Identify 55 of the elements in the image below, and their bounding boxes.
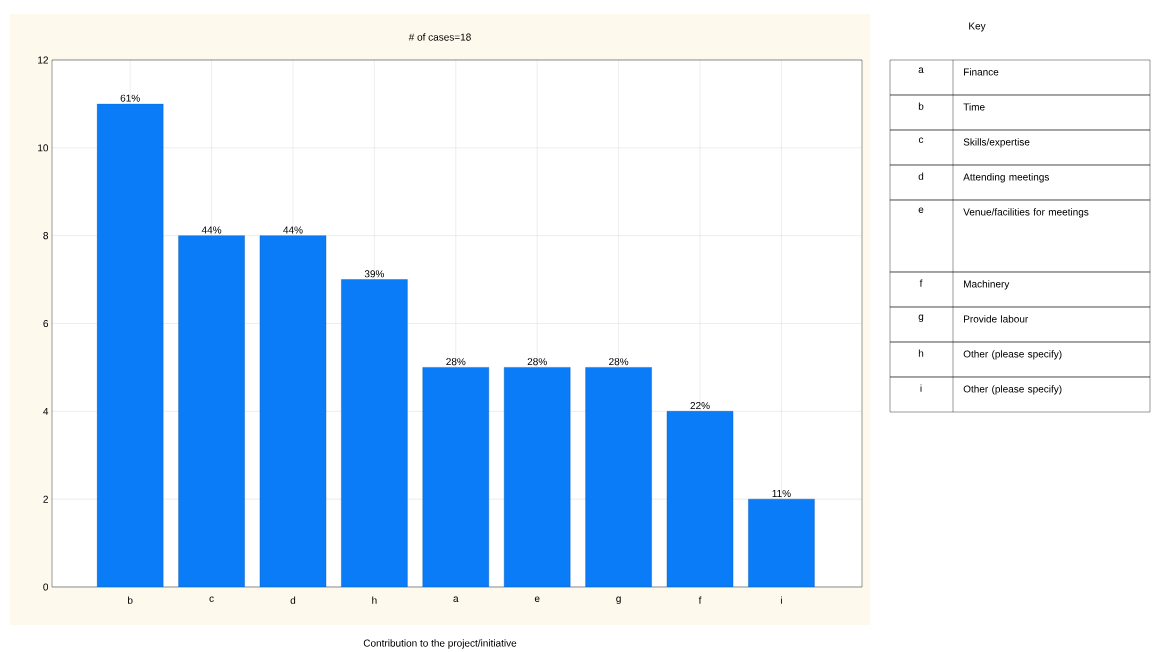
x-tick-label: c xyxy=(209,596,214,602)
y-tick-label: 8 xyxy=(43,232,49,240)
bar xyxy=(341,279,408,587)
y-tick-label: 10 xyxy=(38,144,49,152)
annotation: 22% xyxy=(690,402,710,410)
x-tick-label: b xyxy=(128,596,133,604)
x-tick-label: i xyxy=(780,596,782,604)
x-tick-label: a xyxy=(453,596,459,602)
text: h xyxy=(918,349,924,357)
annotation: 61% xyxy=(120,94,140,102)
text: e xyxy=(918,207,924,213)
text: Key xyxy=(969,22,986,32)
annotation: 28% xyxy=(527,358,547,366)
bar xyxy=(666,411,734,587)
annotation: 28% xyxy=(446,358,466,366)
text: Provide labour xyxy=(964,315,1029,323)
annotation: 44% xyxy=(283,226,303,234)
text: f xyxy=(919,279,923,287)
y-tick-label: 2 xyxy=(43,495,48,503)
text: a xyxy=(918,67,924,73)
text: d xyxy=(918,172,924,180)
bar xyxy=(422,367,489,587)
bar xyxy=(503,367,571,587)
text: Machinery xyxy=(964,280,1010,290)
bar xyxy=(585,367,652,587)
text: Attending meetings xyxy=(963,173,1049,183)
bar xyxy=(96,103,164,587)
x-tick-label: d xyxy=(290,596,296,604)
annotation: 28% xyxy=(609,358,629,366)
text: Venue/facilities for meetings xyxy=(963,208,1089,218)
text: Other (please specify) xyxy=(963,350,1062,360)
text: b xyxy=(918,102,924,110)
x-tick-label: h xyxy=(372,596,377,604)
text: i xyxy=(920,384,922,392)
x-tick-label: f xyxy=(698,596,702,604)
annotation: 44% xyxy=(201,226,222,234)
y-tick-label: 12 xyxy=(38,56,48,64)
text: Skills/expertise xyxy=(963,138,1030,148)
chart-title: # of cases=18 xyxy=(408,33,471,41)
text: c xyxy=(918,137,924,143)
bar xyxy=(178,235,245,587)
text: Time xyxy=(963,103,985,111)
text: Finance xyxy=(964,68,999,76)
annotation: 39% xyxy=(364,270,385,278)
annotation: 11% xyxy=(772,489,791,497)
bar xyxy=(259,235,327,587)
y-tick-label: 6 xyxy=(43,319,49,328)
y-tick-label: 0 xyxy=(43,583,49,591)
text: g xyxy=(918,314,924,322)
text: Other (please specify) xyxy=(963,385,1062,395)
x-tick-label: e xyxy=(534,596,540,602)
x-tick-label: g xyxy=(616,596,621,604)
x-axis-title: Contribution to the project/initiative xyxy=(363,639,517,649)
y-tick-label: 4 xyxy=(43,407,49,415)
bar xyxy=(748,498,815,587)
